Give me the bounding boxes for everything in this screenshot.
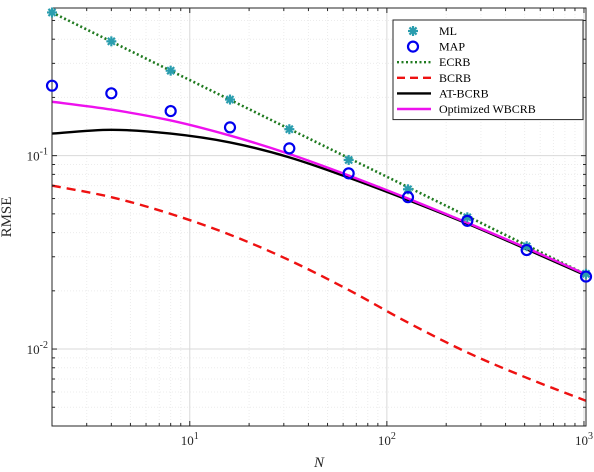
ml-point — [225, 94, 235, 105]
map-point — [461, 214, 474, 227]
map-point — [45, 79, 59, 92]
plot-frame — [51, 7, 587, 427]
legend-entry-ml: ML — [408, 24, 457, 38]
legend-entry-optimized-wbcrb: Optimized WBCRB — [397, 102, 536, 116]
map-point — [520, 243, 533, 257]
ml-point — [343, 154, 354, 165]
x-tick-label: 102 — [378, 431, 396, 448]
bcrb-line — [52, 184, 586, 402]
map-point — [223, 121, 237, 134]
legend-label: ML — [439, 24, 457, 38]
legend-entry-map: MAP — [406, 40, 465, 54]
ml-point — [106, 36, 117, 47]
legend-label: MAP — [439, 40, 465, 54]
legend-box — [392, 19, 584, 121]
y-axis-label: RMSE — [0, 197, 15, 238]
map-point — [105, 87, 118, 100]
x-tick-label: 101 — [181, 431, 199, 448]
map-point — [164, 104, 177, 118]
ml-point — [47, 7, 57, 18]
axis-ticks — [51, 8, 586, 427]
ml-point — [284, 124, 295, 135]
optimized-wbcrb-line — [52, 100, 586, 276]
y-tick-label: 10-2 — [27, 340, 48, 357]
ml-point — [165, 65, 176, 76]
map-point — [579, 270, 593, 283]
legend-label: ECRB — [439, 55, 470, 69]
grid — [51, 8, 586, 427]
ecrb-line — [52, 11, 586, 276]
markers-layer — [45, 7, 593, 283]
tick-labels: 101 102 103 10-2 10-1 — [27, 147, 593, 448]
legend-label: Optimized WBCRB — [439, 102, 536, 116]
map-point — [283, 142, 296, 155]
legend-label: BCRB — [439, 71, 471, 85]
legend-entry-bcrb: BCRB — [397, 71, 471, 85]
legend-entry-at-bcrb: AT-BCRB — [397, 86, 489, 100]
x-tick-label: 103 — [575, 431, 593, 448]
y-tick-label: 10-1 — [27, 147, 48, 164]
legend-label: AT-BCRB — [439, 86, 489, 100]
x-axis-label: N — [313, 455, 325, 471]
legend-entry-ecrb: ECRB — [397, 55, 470, 69]
map-point — [401, 191, 415, 204]
map-point — [342, 167, 355, 180]
series-layer — [52, 11, 586, 402]
